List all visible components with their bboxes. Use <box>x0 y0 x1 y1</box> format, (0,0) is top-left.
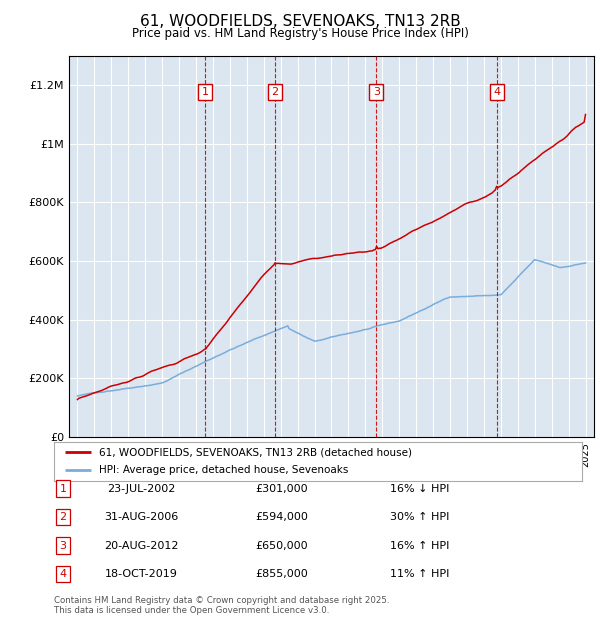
Text: 3: 3 <box>59 541 67 551</box>
Text: HPI: Average price, detached house, Sevenoaks: HPI: Average price, detached house, Seve… <box>99 465 348 475</box>
Text: Contains HM Land Registry data © Crown copyright and database right 2025.
This d: Contains HM Land Registry data © Crown c… <box>54 596 389 615</box>
Text: 16% ↓ HPI: 16% ↓ HPI <box>391 484 449 494</box>
Text: 16% ↑ HPI: 16% ↑ HPI <box>391 541 449 551</box>
Text: 2: 2 <box>59 512 67 522</box>
Text: 18-OCT-2019: 18-OCT-2019 <box>104 569 178 579</box>
Text: 1: 1 <box>202 87 209 97</box>
Text: 4: 4 <box>494 87 501 97</box>
Text: £855,000: £855,000 <box>256 569 308 579</box>
Text: 20-AUG-2012: 20-AUG-2012 <box>104 541 178 551</box>
Text: £594,000: £594,000 <box>256 512 308 522</box>
Text: 61, WOODFIELDS, SEVENOAKS, TN13 2RB (detached house): 61, WOODFIELDS, SEVENOAKS, TN13 2RB (det… <box>99 448 412 458</box>
Text: 31-AUG-2006: 31-AUG-2006 <box>104 512 178 522</box>
Text: 1: 1 <box>59 484 67 494</box>
Text: 4: 4 <box>59 569 67 579</box>
Text: 30% ↑ HPI: 30% ↑ HPI <box>391 512 449 522</box>
Text: Price paid vs. HM Land Registry's House Price Index (HPI): Price paid vs. HM Land Registry's House … <box>131 27 469 40</box>
Text: 61, WOODFIELDS, SEVENOAKS, TN13 2RB: 61, WOODFIELDS, SEVENOAKS, TN13 2RB <box>140 14 460 29</box>
Text: 3: 3 <box>373 87 380 97</box>
Text: £650,000: £650,000 <box>256 541 308 551</box>
Text: 11% ↑ HPI: 11% ↑ HPI <box>391 569 449 579</box>
Text: 2: 2 <box>272 87 278 97</box>
Text: 23-JUL-2002: 23-JUL-2002 <box>107 484 175 494</box>
Text: £301,000: £301,000 <box>256 484 308 494</box>
